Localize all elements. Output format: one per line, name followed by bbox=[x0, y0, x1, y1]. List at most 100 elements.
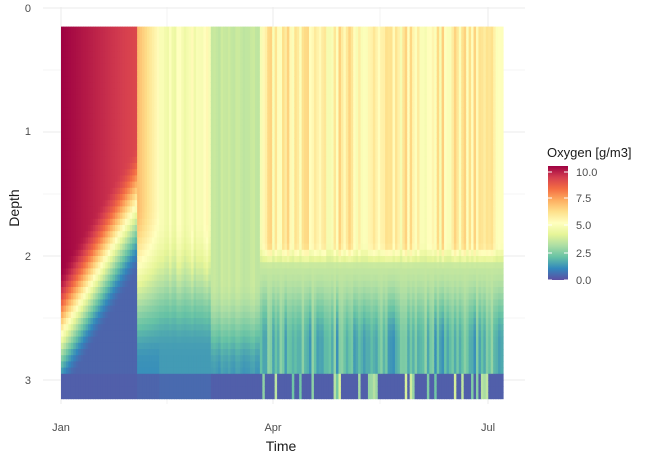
heatmap-cell bbox=[122, 57, 126, 65]
heatmap-cell bbox=[193, 262, 197, 269]
heatmap-cell bbox=[240, 150, 244, 158]
heatmap-cell bbox=[129, 94, 133, 102]
heatmap-cell bbox=[137, 212, 141, 220]
heatmap-cell bbox=[252, 194, 256, 201]
heatmap-cell bbox=[80, 194, 84, 201]
heatmap-cell bbox=[122, 274, 126, 282]
heatmap-cell bbox=[203, 256, 207, 263]
heatmap-cell bbox=[218, 119, 222, 127]
heatmap-cell bbox=[151, 107, 155, 114]
heatmap-cell bbox=[83, 39, 87, 46]
heatmap-cell bbox=[205, 386, 209, 393]
heatmap-cell bbox=[183, 373, 187, 381]
heatmap-cell bbox=[188, 32, 192, 40]
heatmap-cell bbox=[205, 39, 209, 46]
heatmap-cell bbox=[65, 101, 69, 108]
heatmap-cell bbox=[65, 156, 69, 164]
heatmap-cell bbox=[115, 45, 119, 52]
heatmap-cell bbox=[149, 336, 153, 344]
heatmap-cell bbox=[100, 380, 104, 387]
heatmap-cell bbox=[129, 262, 133, 269]
heatmap-cell bbox=[146, 88, 150, 96]
heatmap-cell bbox=[178, 82, 182, 90]
heatmap-cell bbox=[176, 57, 180, 65]
heatmap-cell bbox=[254, 88, 259, 96]
heatmap-cell bbox=[117, 212, 121, 220]
heatmap-cell bbox=[227, 262, 232, 269]
heatmap-cell bbox=[151, 119, 155, 127]
heatmap-cell bbox=[235, 243, 239, 251]
heatmap-cell bbox=[227, 169, 232, 176]
heatmap-cell bbox=[122, 355, 126, 362]
heatmap-cell bbox=[186, 380, 190, 387]
heatmap-cell bbox=[181, 280, 185, 288]
heatmap-cell bbox=[247, 318, 251, 325]
heatmap-cell bbox=[122, 262, 126, 269]
heatmap-cell bbox=[159, 94, 163, 102]
heatmap-cell bbox=[119, 380, 123, 387]
heatmap-cell bbox=[110, 280, 114, 288]
heatmap-cell bbox=[119, 132, 123, 139]
heatmap-cell bbox=[73, 63, 77, 71]
heatmap-cell bbox=[191, 39, 195, 46]
heatmap-cell bbox=[245, 311, 249, 319]
heatmap-cell bbox=[208, 107, 212, 114]
heatmap-cell bbox=[188, 163, 192, 170]
heatmap-cell bbox=[169, 175, 173, 183]
heatmap-cell bbox=[151, 361, 155, 369]
heatmap-cell bbox=[205, 318, 209, 325]
heatmap-cell bbox=[186, 169, 190, 176]
heatmap-cell bbox=[230, 336, 234, 344]
heatmap-cell bbox=[223, 262, 227, 269]
heatmap-cell bbox=[176, 243, 180, 251]
heatmap-cell bbox=[139, 293, 143, 300]
heatmap-cell bbox=[220, 342, 224, 350]
heatmap-cell bbox=[242, 243, 246, 251]
heatmap-cell bbox=[200, 373, 205, 381]
heatmap-cell bbox=[186, 144, 190, 152]
heatmap-cell bbox=[63, 299, 67, 307]
heatmap-cell bbox=[250, 82, 254, 90]
heatmap-cell bbox=[78, 175, 82, 183]
heatmap-cell bbox=[68, 76, 72, 83]
heatmap-cell bbox=[151, 39, 155, 46]
heatmap-cell bbox=[78, 181, 82, 189]
heatmap-cell bbox=[78, 125, 82, 133]
heatmap-cell bbox=[132, 181, 136, 189]
heatmap-cell bbox=[127, 373, 131, 381]
heatmap-cell bbox=[80, 274, 84, 282]
heatmap-cell bbox=[218, 144, 222, 152]
heatmap-cell bbox=[90, 94, 94, 102]
heatmap-cell bbox=[78, 194, 82, 201]
heatmap-cell bbox=[88, 63, 92, 71]
heatmap-cell bbox=[247, 349, 251, 356]
heatmap-cell bbox=[144, 361, 148, 369]
heatmap-cell bbox=[254, 386, 259, 393]
heatmap-cell bbox=[242, 305, 246, 313]
heatmap-cell bbox=[146, 311, 150, 319]
heatmap-cell bbox=[80, 63, 84, 71]
heatmap-cell bbox=[223, 249, 227, 257]
heatmap-cell bbox=[230, 225, 234, 232]
heatmap-cell bbox=[80, 76, 84, 83]
heatmap-cell bbox=[164, 225, 168, 232]
heatmap-cell bbox=[156, 373, 160, 381]
heatmap-cell bbox=[124, 268, 128, 276]
heatmap-cell bbox=[215, 187, 219, 195]
heatmap-cell bbox=[134, 367, 138, 375]
heatmap-cell bbox=[250, 169, 254, 176]
heatmap-cell bbox=[132, 187, 136, 195]
heatmap-cell bbox=[166, 274, 170, 282]
heatmap-cell bbox=[139, 200, 143, 207]
heatmap-cell bbox=[83, 336, 87, 344]
heatmap-cell bbox=[186, 305, 190, 313]
heatmap-cell bbox=[127, 324, 131, 331]
heatmap-cell bbox=[85, 237, 89, 245]
heatmap-cell bbox=[85, 119, 89, 127]
heatmap-cell bbox=[117, 26, 121, 34]
heatmap-cell bbox=[112, 175, 116, 183]
heatmap-cell bbox=[80, 256, 84, 263]
heatmap-cell bbox=[257, 225, 261, 232]
heatmap-cell bbox=[203, 45, 207, 52]
heatmap-cell bbox=[208, 70, 212, 77]
